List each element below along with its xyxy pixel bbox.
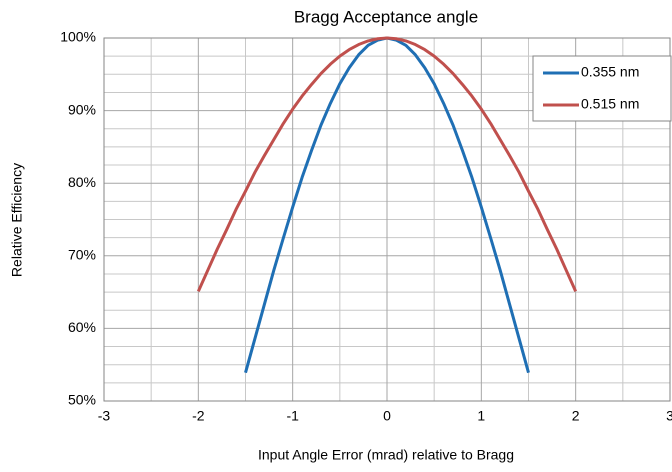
y-axis-label: Relative Efficiency <box>9 163 25 277</box>
legend-label: 0.355 nm <box>581 64 639 80</box>
y-tick-label: 70% <box>68 247 96 263</box>
chart-title: Bragg Acceptance angle <box>294 7 478 26</box>
x-tick-label: 1 <box>477 408 485 424</box>
y-tick-label: 90% <box>68 101 96 117</box>
x-tick-label: 2 <box>572 408 580 424</box>
y-tick-label: 60% <box>68 319 96 335</box>
x-axis-label: Input Angle Error (mrad) relative to Bra… <box>258 447 514 463</box>
legend-box <box>532 55 672 122</box>
x-tick-label: 3 <box>666 408 672 424</box>
x-tick-label: -3 <box>98 408 111 424</box>
y-tick-label: 50% <box>68 392 96 408</box>
y-tick-label: 100% <box>60 29 96 45</box>
x-tick-label: 0 <box>383 408 391 424</box>
x-tick-label: -2 <box>192 408 205 424</box>
line-series <box>196 36 578 292</box>
y-tick-label: 80% <box>68 174 96 190</box>
legend-label: 0.515 nm <box>581 96 639 112</box>
x-tick-label: -1 <box>286 408 299 424</box>
